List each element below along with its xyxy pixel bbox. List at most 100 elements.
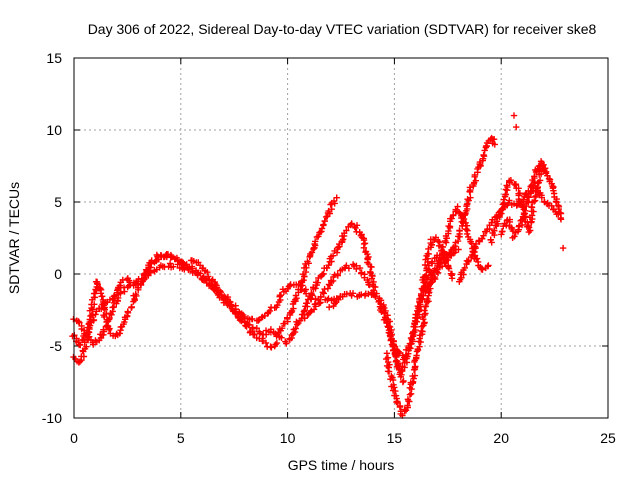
data-point <box>373 290 380 297</box>
data-point <box>343 290 350 298</box>
x-axis-label: GPS time / hours <box>288 457 395 473</box>
data-point <box>356 264 364 272</box>
data-point <box>330 197 338 205</box>
data-point <box>262 339 270 347</box>
data-point <box>90 341 97 348</box>
data-point <box>466 184 474 191</box>
data-points <box>69 112 567 419</box>
data-point <box>334 244 342 251</box>
data-point <box>100 326 107 333</box>
data-point <box>439 243 446 251</box>
data-point <box>485 262 492 269</box>
data-point <box>422 303 429 310</box>
data-point <box>339 236 347 243</box>
data-point <box>503 217 511 224</box>
x-tick-label: 0 <box>70 430 78 446</box>
data-point <box>288 331 295 339</box>
data-point <box>472 177 479 184</box>
data-point <box>205 273 212 280</box>
data-point <box>541 165 549 172</box>
data-point <box>320 222 327 229</box>
data-point <box>542 168 550 175</box>
data-point <box>292 325 299 332</box>
data-point <box>428 279 435 286</box>
data-point <box>557 216 565 223</box>
y-tick-label: 0 <box>54 266 62 282</box>
data-point <box>325 262 332 269</box>
data-point <box>518 216 526 223</box>
data-point <box>421 273 428 280</box>
data-point <box>440 248 448 255</box>
data-point <box>303 300 311 307</box>
series-sat-track-14 <box>487 163 565 246</box>
data-point <box>527 227 534 234</box>
data-point <box>417 338 424 346</box>
data-point <box>423 286 430 294</box>
data-point <box>406 384 413 391</box>
data-point <box>327 201 334 208</box>
data-point <box>297 282 304 290</box>
series-sat-track-13 <box>456 179 565 285</box>
data-point <box>383 350 391 357</box>
data-point <box>189 265 196 272</box>
data-point <box>467 194 474 201</box>
data-point <box>500 196 507 203</box>
data-point <box>434 269 442 276</box>
data-point <box>76 341 84 348</box>
data-point <box>441 260 448 267</box>
data-point <box>527 189 534 196</box>
data-point <box>240 313 247 320</box>
data-point <box>536 177 544 184</box>
data-point <box>450 211 457 219</box>
data-point <box>221 293 228 300</box>
data-point <box>76 358 84 365</box>
y-tick-label: 10 <box>46 122 62 138</box>
data-point <box>437 257 445 264</box>
series-sat-track-12 <box>436 134 498 271</box>
axis-ticks <box>73 57 609 419</box>
data-point <box>274 302 281 309</box>
data-point <box>480 151 487 159</box>
y-axis-label: SDTVAR / TECUs <box>6 182 22 294</box>
data-point <box>353 265 360 273</box>
data-point <box>212 280 219 288</box>
data-point <box>99 293 106 300</box>
data-point <box>334 270 341 278</box>
data-point <box>128 304 135 311</box>
data-point <box>152 257 159 264</box>
data-point <box>89 306 96 313</box>
data-point <box>404 402 411 409</box>
data-point <box>390 342 397 349</box>
data-point <box>393 398 400 406</box>
data-point <box>245 321 252 329</box>
data-point <box>76 319 83 326</box>
data-point <box>523 198 531 205</box>
data-point <box>397 373 404 380</box>
data-point <box>273 339 281 347</box>
data-point <box>540 161 547 168</box>
data-point <box>513 123 520 131</box>
data-point <box>507 177 515 184</box>
grid-lines <box>74 58 608 418</box>
data-point <box>435 238 442 245</box>
data-point <box>530 208 537 215</box>
y-tick-label: 15 <box>46 50 62 66</box>
data-point <box>170 263 177 270</box>
data-point <box>510 112 518 119</box>
data-point <box>460 218 467 225</box>
data-point <box>329 252 337 259</box>
data-point <box>402 346 410 353</box>
data-point <box>253 325 260 332</box>
data-point <box>461 264 468 272</box>
data-point <box>333 194 340 201</box>
data-point <box>349 261 357 268</box>
data-point <box>316 299 323 307</box>
data-point <box>352 224 359 232</box>
series-sat-track-6 <box>273 194 340 339</box>
data-point <box>308 290 315 297</box>
data-point <box>248 315 256 323</box>
data-point <box>388 331 395 338</box>
data-point <box>328 206 335 213</box>
data-point <box>422 310 429 317</box>
data-point <box>368 275 376 282</box>
